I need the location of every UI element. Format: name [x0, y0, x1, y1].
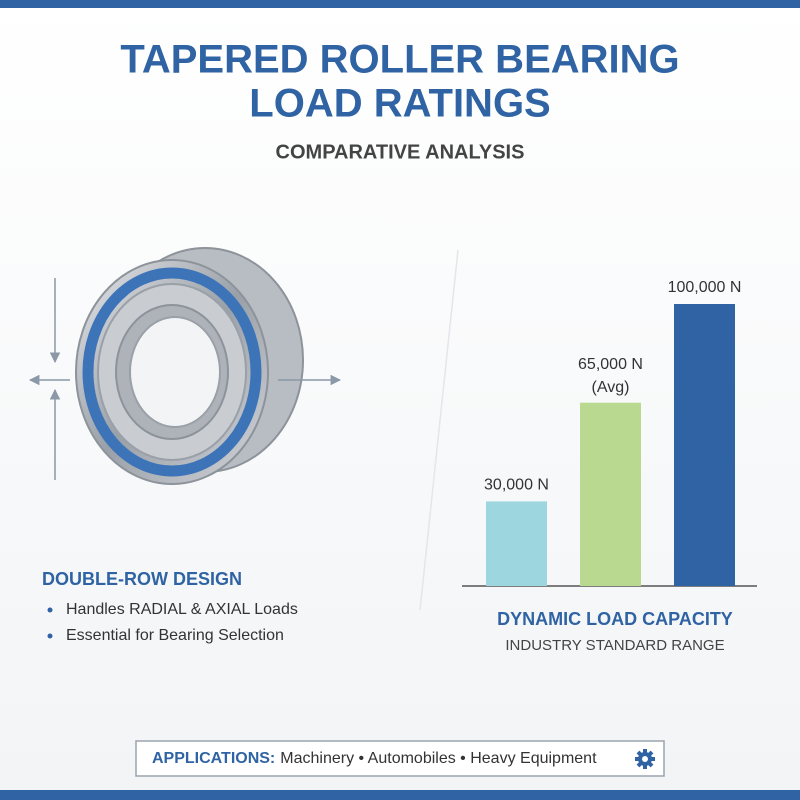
footer-box — [135, 740, 665, 777]
title: LOAD RATINGS — [249, 82, 550, 126]
value-label: 65,000 N — [578, 356, 643, 373]
gear-icon — [635, 749, 655, 769]
bullet: Essential for Bearing Selection — [66, 627, 284, 644]
value-annotation: (Avg) — [592, 379, 630, 396]
chart-subtitle: INDUSTRY STANDARD RANGE — [505, 637, 724, 654]
bullet-dot — [47, 607, 53, 613]
bar — [486, 501, 547, 586]
value-label: 30,000 N — [484, 477, 549, 494]
subtitle: COMPARATIVE ANALYSIS — [276, 141, 525, 163]
top-band — [0, 0, 800, 8]
footer-text: APPLICATIONS: Machinery • Automobiles • H… — [152, 750, 597, 767]
footer-items: Machinery • Automobiles • Heavy Equipmen… — [280, 750, 597, 767]
design-heading: DOUBLE-ROW DESIGN — [42, 569, 242, 589]
bar — [580, 402, 641, 586]
title: TAPERED ROLLER BEARING — [120, 38, 679, 82]
bullet: Handles RADIAL & AXIAL Loads — [66, 601, 298, 618]
bullet-dot — [47, 633, 53, 639]
chart-title: DYNAMIC LOAD CAPACITY — [497, 609, 733, 629]
bar — [674, 304, 735, 586]
footer-label: APPLICATIONS: — [152, 750, 275, 767]
value-label: 100,000 N — [668, 279, 742, 296]
bottom-band — [0, 790, 800, 800]
divider — [419, 249, 459, 611]
bearing-illustration — [28, 247, 342, 485]
